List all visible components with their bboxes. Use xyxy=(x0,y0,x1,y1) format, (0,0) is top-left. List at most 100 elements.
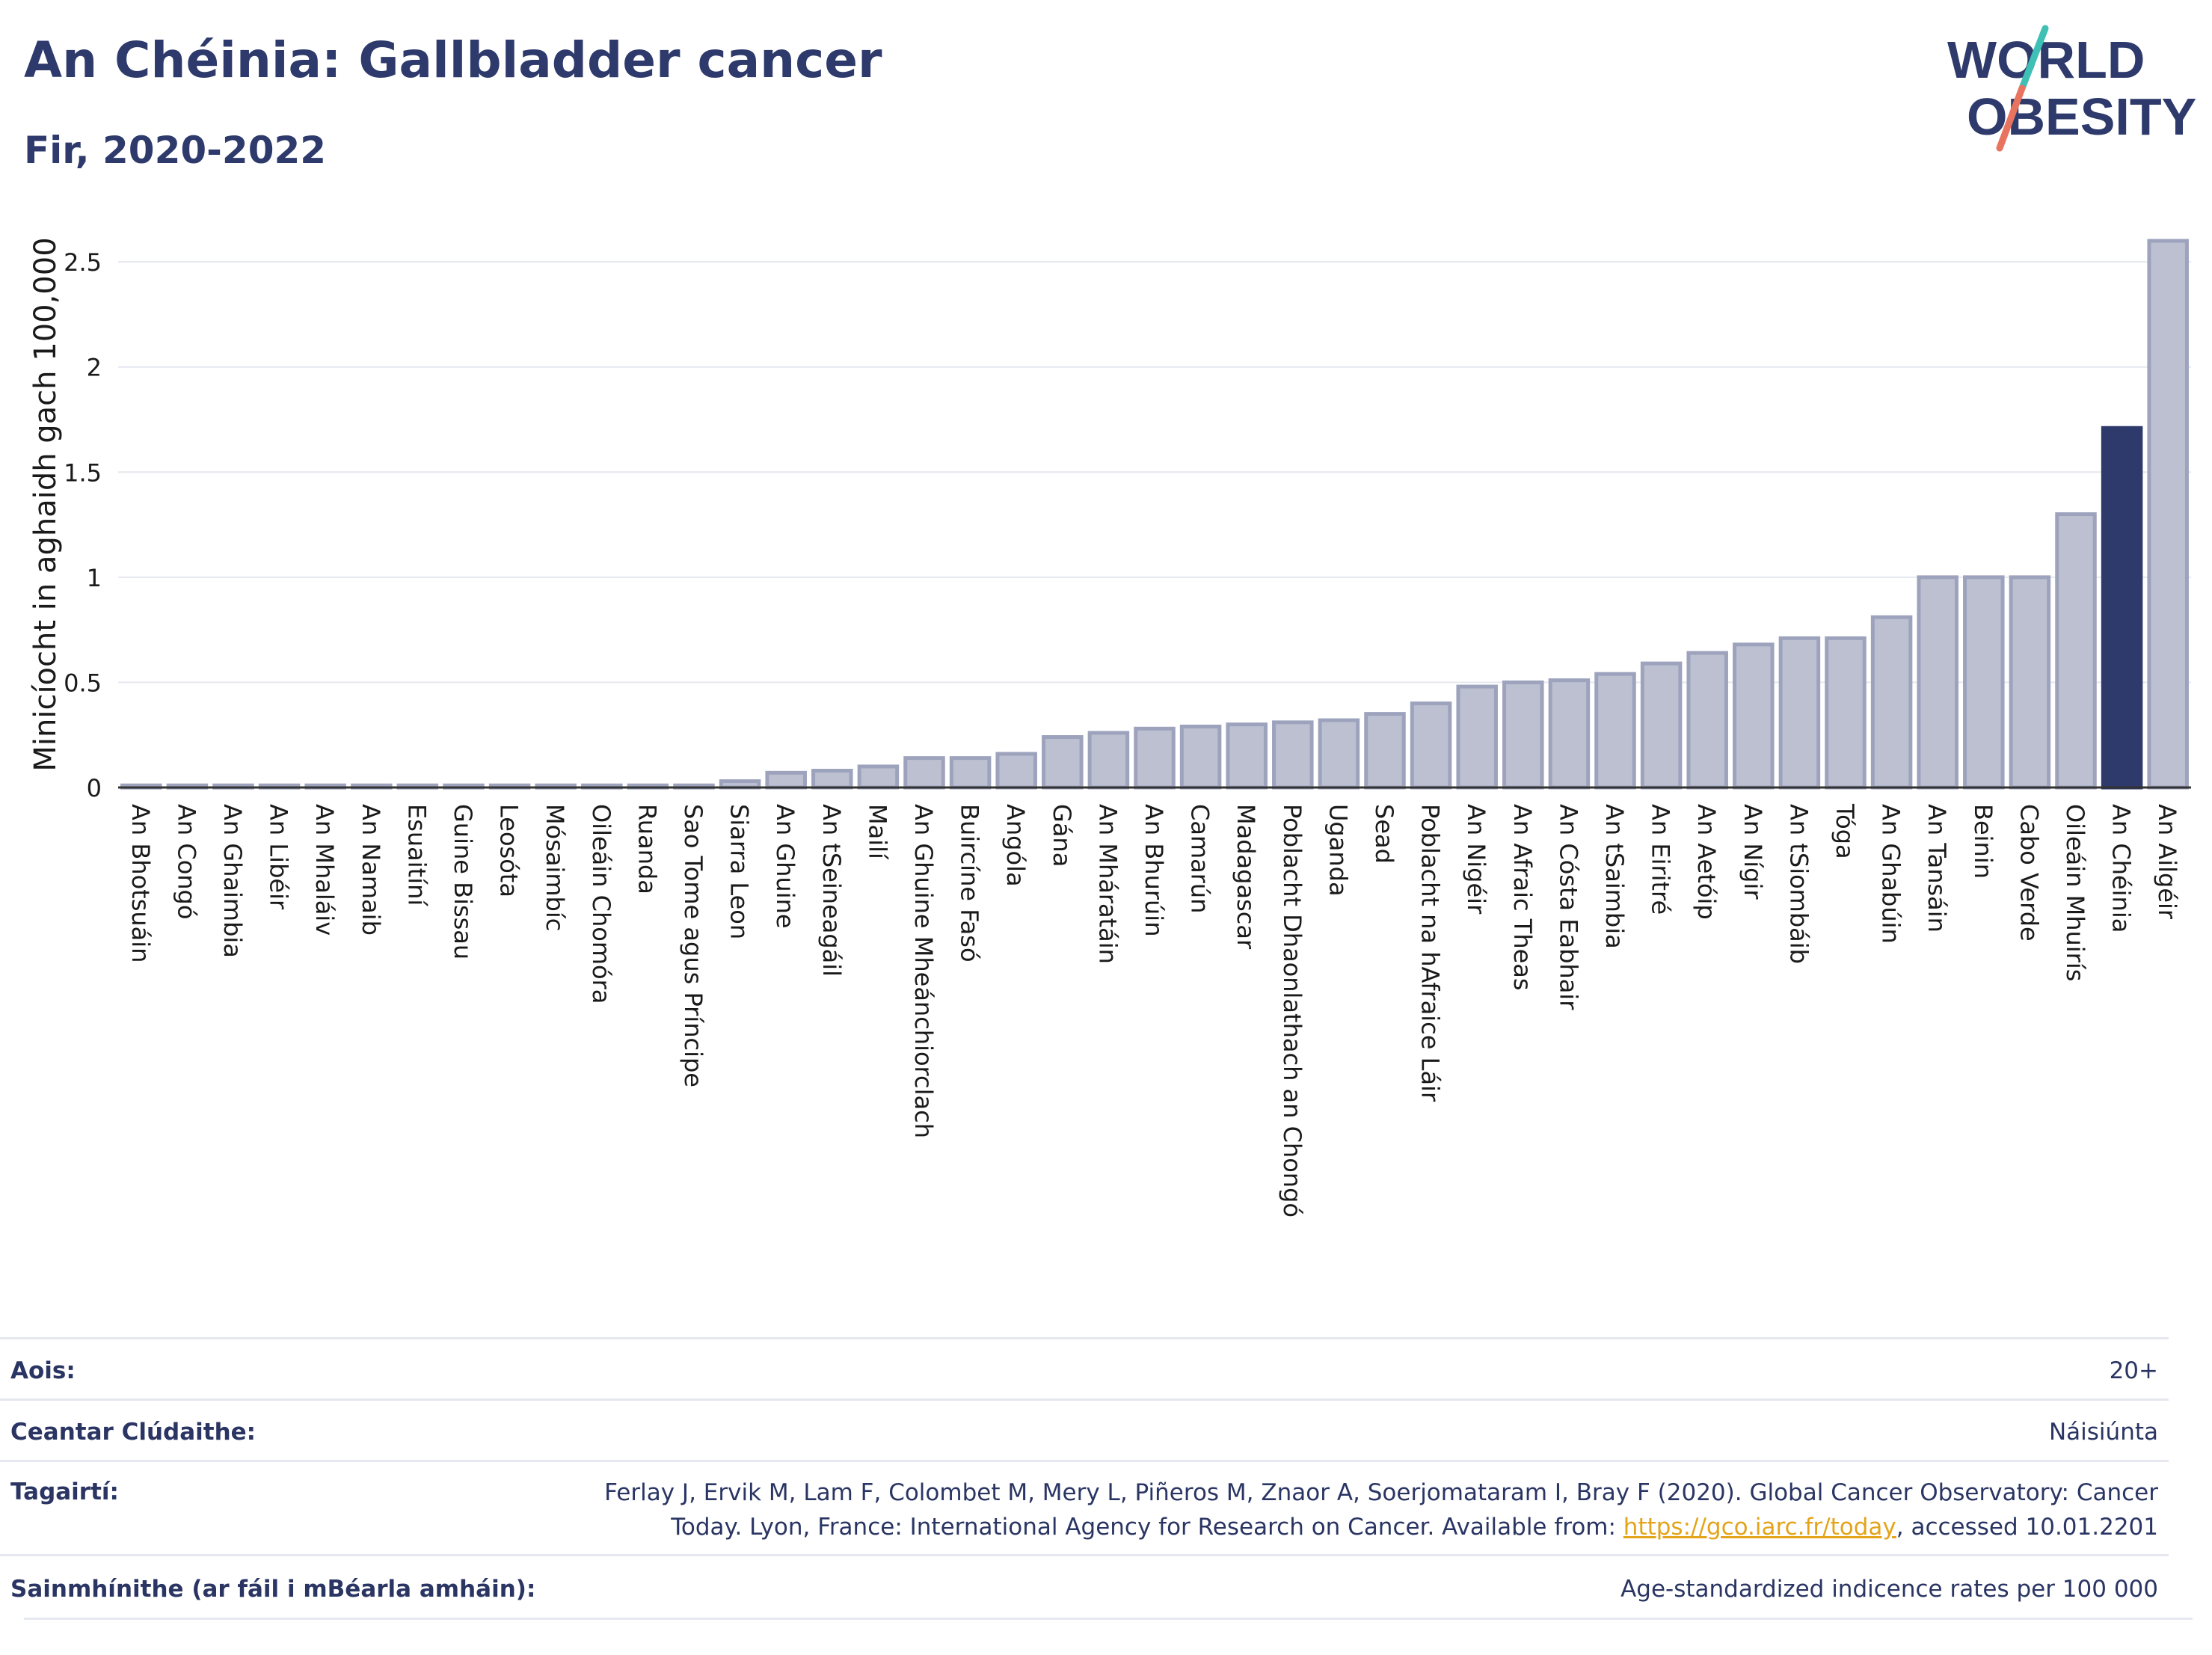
x-tick-label: Mailí xyxy=(863,804,891,860)
references-value: Ferlay J, Ervik M, Lam F, Colombet M, Me… xyxy=(573,1476,2158,1544)
y-tick-label: 2 xyxy=(87,354,102,382)
bar xyxy=(1134,726,1176,790)
bar xyxy=(1778,636,1821,790)
bar xyxy=(2055,512,2097,790)
x-tick-label: Guine Bissau xyxy=(449,804,477,959)
bar xyxy=(903,756,945,790)
x-tick-label: An Congó xyxy=(172,804,200,919)
bar xyxy=(1318,718,1360,790)
bar xyxy=(1410,701,1452,790)
x-tick-label: Uganda xyxy=(1324,804,1352,897)
references-link[interactable]: https://gco.iarc.fr/today xyxy=(1623,1514,1896,1541)
x-tick-label: An Mhaláiv xyxy=(310,804,339,936)
x-tick-label: An Cósta Eabhair xyxy=(1554,804,1582,1010)
bar xyxy=(2147,239,2189,790)
definitions-value: Age-standardized indicence rates per 100… xyxy=(1620,1576,2158,1603)
bar xyxy=(1870,615,1913,790)
bar xyxy=(811,769,853,790)
x-tick-label: Mósaimbíc xyxy=(541,804,569,931)
y-tick-labels: 0 0.5 1 1.5 2 2.5 xyxy=(64,248,102,802)
bar xyxy=(1226,722,1268,790)
bar-chart: 0 0.5 1 1.5 2 2.5 An Bhotsuáin An Congó An Ghai… xyxy=(28,237,2191,1218)
page-title: An Chéinia: Gallbladder cancer xyxy=(24,31,882,89)
x-tick-labels: An Bhotsuáin An Congó An Ghaimbia An Libéir… xyxy=(126,803,2181,1218)
bar xyxy=(1502,680,1544,790)
x-tick-label: An tSaimbia xyxy=(1600,804,1629,949)
x-tick-label: Oileáin Mhuirís xyxy=(2061,804,2089,981)
meta-row-coverage: Ceantar Clúdaithe: Náisiúnta xyxy=(0,1398,2169,1462)
coverage-value: Náisiúnta xyxy=(2048,1419,2158,1446)
x-tick-label: Poblacht na hAfraice Láir xyxy=(1416,804,1445,1102)
coverage-label: Ceantar Clúdaithe: xyxy=(10,1419,256,1446)
logo-line1: WORLD xyxy=(1947,31,2145,89)
x-tick-label: An Tansáin xyxy=(1923,804,1951,933)
bars xyxy=(120,239,2189,790)
y-tick-label: 2.5 xyxy=(64,248,102,277)
bar xyxy=(1272,720,1314,790)
bar xyxy=(765,770,807,790)
bar xyxy=(1364,712,1406,790)
x-tick-label: Sead xyxy=(1370,804,1398,864)
references-accessed: , accessed 10.01.2201 xyxy=(1896,1514,2158,1541)
x-tick-label: An Ghuine Mheánchiorclach xyxy=(909,804,938,1138)
y-tick-label: 0.5 xyxy=(64,669,102,697)
x-tick-label: An tSiombáib xyxy=(1784,804,1813,964)
bar xyxy=(1733,642,1775,790)
logo-slash-top xyxy=(2018,25,2049,92)
bar xyxy=(949,756,992,790)
x-tick-label: An Ailgéir xyxy=(2153,804,2181,920)
logo-slash-bottom xyxy=(1996,85,2026,152)
bar xyxy=(2009,575,2051,790)
x-tick-label: An Libéir xyxy=(265,804,293,910)
x-tick-label: Oileáin Chomóra xyxy=(587,804,615,1004)
x-tick-label: Buircíne Fasó xyxy=(956,804,984,962)
x-tick-label: An Mháratáin xyxy=(1093,804,1122,964)
references-label: Tagairtí: xyxy=(10,1479,119,1505)
x-tick-label: Beinin xyxy=(1969,804,1997,879)
bar xyxy=(1686,651,1728,790)
bar xyxy=(1042,735,1084,790)
x-tick-label: Camarún xyxy=(1186,804,1214,913)
x-tick-label: An Afraic Theas xyxy=(1508,804,1537,991)
bar xyxy=(1179,724,1222,790)
x-tick-label: An Ghabúin xyxy=(1877,804,1905,944)
bar-highlight xyxy=(2101,426,2143,790)
meta-row-age: Aois: 20+ xyxy=(0,1337,2169,1401)
x-tick-label: Siarra Leon xyxy=(725,804,754,939)
x-tick-label: An Nígir xyxy=(1739,804,1767,900)
bar xyxy=(1640,661,1683,790)
x-tick-label: An Bhurúin xyxy=(1140,804,1168,936)
y-axis-title: Minicíocht in aghaidh gach 100,000 xyxy=(28,237,63,771)
x-tick-label: Tóga xyxy=(1831,803,1859,859)
bar xyxy=(1548,678,1591,790)
x-tick-label: An Eiritré xyxy=(1647,804,1675,915)
x-tick-label: An Ghuine xyxy=(771,804,799,929)
bar xyxy=(857,764,900,790)
x-tick-label: Leosóta xyxy=(495,804,523,897)
x-tick-label: An Aetóip xyxy=(1692,804,1721,920)
x-tick-label: Ruanda xyxy=(633,804,661,894)
x-tick-label: An Namaib xyxy=(357,804,385,936)
meta-bottom-divider xyxy=(24,1618,2193,1620)
bar xyxy=(995,752,1037,790)
bar xyxy=(1963,575,2005,790)
x-tick-label: Sao Tome agus Príncipe xyxy=(679,804,707,1087)
bar xyxy=(1825,636,1867,790)
bar xyxy=(1456,684,1498,790)
x-tick-label: Poblacht Dhaonlathach an Chongó xyxy=(1278,804,1306,1218)
world-obesity-logo: WORLD OBESITY xyxy=(1947,25,2196,152)
bar xyxy=(1087,731,1130,790)
x-tick-label: Madagascar xyxy=(1232,804,1260,950)
definitions-label: Sainmhínithe (ar fáil i mBéarla amháin): xyxy=(10,1576,536,1603)
meta-row-definitions: Sainmhínithe (ar fáil i mBéarla amháin):… xyxy=(0,1554,2169,1620)
page-subtitle: Fir, 2020-2022 xyxy=(24,129,327,172)
x-tick-label: Esuaitíní xyxy=(402,804,431,906)
x-tick-label: An tSeineagáil xyxy=(817,804,846,977)
x-tick-label: An Nigéir xyxy=(1462,804,1490,915)
x-tick-label: Angóla xyxy=(1001,804,1030,887)
y-tick-label: 1.5 xyxy=(64,458,102,487)
y-tick-label: 0 xyxy=(87,774,102,802)
bar xyxy=(1917,575,1958,790)
references-text: Ferlay J, Ervik M, Lam F, Colombet M, Me… xyxy=(604,1479,2158,1541)
x-tick-label: An Chéinia xyxy=(2107,804,2136,933)
